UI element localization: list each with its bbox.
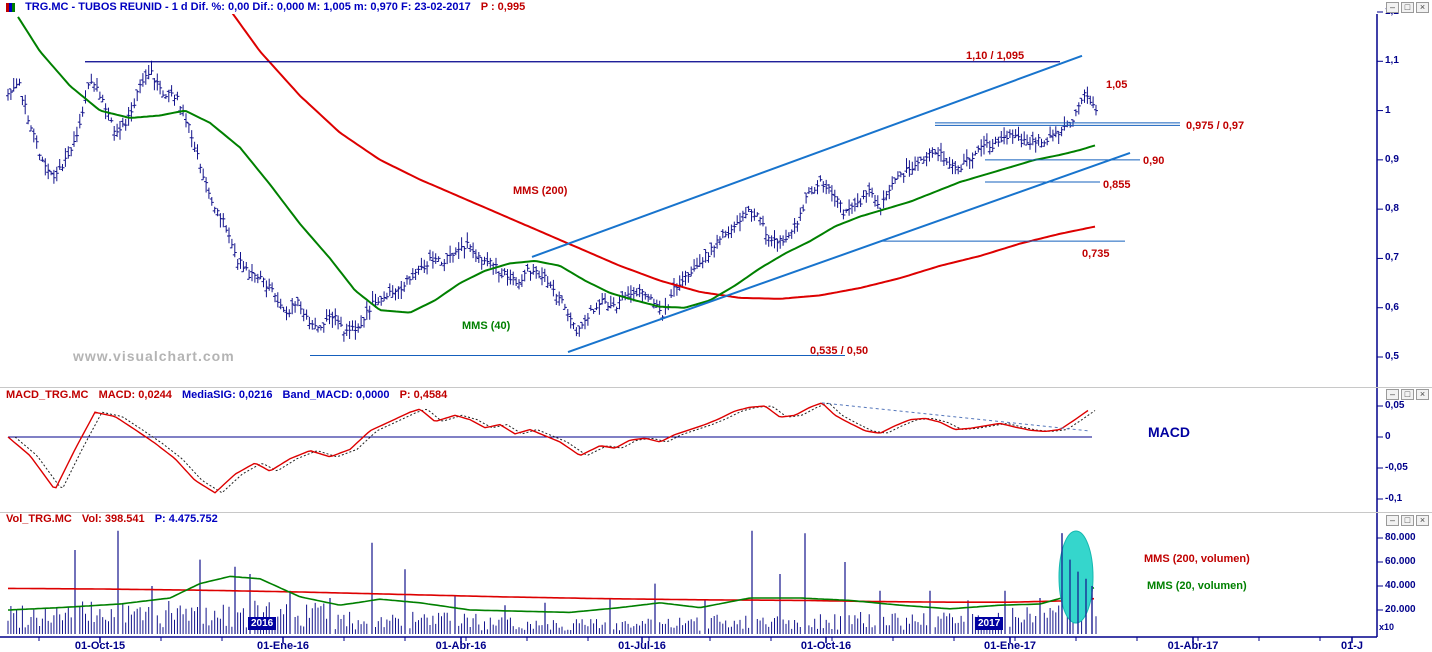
price-ytick-label: 0,9 bbox=[1385, 153, 1399, 165]
price-mms-200 bbox=[231, 14, 1096, 300]
macd-signal-line bbox=[14, 402, 1096, 494]
volume-scale-label: x10 bbox=[1379, 622, 1395, 632]
price-ytick-label: 1,1 bbox=[1385, 55, 1399, 67]
volume-ytick-label: 20.000 bbox=[1385, 604, 1416, 615]
volume-spike-bars bbox=[74, 530, 1093, 634]
trend-line-0 bbox=[531, 54, 1083, 258]
macd-panel-group bbox=[7, 402, 1096, 494]
volume-ytick-label: 80.000 bbox=[1385, 532, 1416, 543]
macd-panel-controls: – □ × bbox=[1386, 389, 1429, 400]
macd-ytick-label: -0,05 bbox=[1385, 462, 1408, 473]
price-ytick-label: 0,6 bbox=[1385, 301, 1399, 313]
chart-icon bbox=[6, 2, 15, 12]
year-badge: 2016 bbox=[248, 617, 277, 630]
maximize-button-macd[interactable]: □ bbox=[1401, 389, 1414, 400]
last-price-value: P : 0,995 bbox=[480, 1, 526, 13]
volume-highlight-ellipse bbox=[1058, 530, 1094, 624]
close-button-price[interactable]: × bbox=[1416, 2, 1429, 13]
close-button-macd[interactable]: × bbox=[1416, 389, 1429, 400]
volume-panel-group bbox=[7, 530, 1097, 634]
macd-indicator-name: MACD_TRG.MC bbox=[6, 389, 89, 401]
price-bars bbox=[6, 60, 1098, 342]
date-label: 01-J bbox=[1340, 640, 1364, 652]
macd-mediasig-value: MediaSIG: 0,0216 bbox=[181, 389, 273, 401]
volume-ytick-label: 60.000 bbox=[1385, 556, 1416, 567]
price-panel-controls: – □ × bbox=[1386, 2, 1429, 13]
close-button-volume[interactable]: × bbox=[1416, 515, 1429, 526]
trend-line-1 bbox=[567, 152, 1131, 354]
maximize-button-volume[interactable]: □ bbox=[1401, 515, 1414, 526]
minimize-button-price[interactable]: – bbox=[1386, 2, 1399, 13]
macd-line bbox=[7, 402, 1089, 494]
price-level-label-090: 0,90 bbox=[1143, 155, 1165, 167]
volume-mms-20-label: MMS (20, volumen) bbox=[1147, 580, 1247, 592]
minimize-button-macd[interactable]: – bbox=[1386, 389, 1399, 400]
volume-value: Vol: 398.541 bbox=[81, 513, 145, 525]
mms-40-label: MMS (40) bbox=[462, 320, 511, 332]
date-label: 01-Oct-15 bbox=[74, 640, 126, 652]
price-panel-group bbox=[6, 14, 1180, 357]
volume-header: Vol_TRG.MC Vol: 398.541 P: 4.475.752 bbox=[6, 513, 225, 525]
date-label: 01-Jul-16 bbox=[618, 640, 666, 652]
price-level-label-105: 1,05 bbox=[1106, 79, 1128, 91]
price-level-label-0535: 0,535 / 0,50 bbox=[810, 345, 869, 357]
price-ytick-label: 0,5 bbox=[1385, 350, 1399, 362]
title-bar: TRG.MC - TUBOS REUNID - 1 d Dif. %: 0,00… bbox=[6, 1, 532, 13]
price-level-label-1095: 1,10 / 1,095 bbox=[966, 50, 1025, 62]
volume-bars bbox=[7, 600, 1097, 634]
macd-ytick-label: 0 bbox=[1385, 431, 1391, 442]
volume-highlight-bars bbox=[1061, 533, 1093, 634]
price-level-label-0855: 0,855 bbox=[1103, 179, 1131, 191]
date-label: 01-Ene-17 bbox=[984, 640, 1036, 652]
volume-mms-20 bbox=[7, 575, 1095, 614]
macd-ytick-label: 0,05 bbox=[1385, 400, 1405, 411]
volume-ytick-label: 40.000 bbox=[1385, 580, 1416, 591]
date-label: 01-Oct-16 bbox=[800, 640, 852, 652]
volume-indicator-name: Vol_TRG.MC bbox=[6, 513, 72, 525]
volume-mms-200 bbox=[8, 587, 1095, 603]
mms-200-label: MMS (200) bbox=[513, 185, 568, 197]
minimize-button-volume[interactable]: – bbox=[1386, 515, 1399, 526]
macd-divergence-line bbox=[821, 402, 1089, 432]
macd-value: MACD: 0,0244 bbox=[98, 389, 172, 401]
watermark: www.visualchart.com bbox=[73, 348, 235, 364]
price-level-label-0735: 0,735 bbox=[1082, 248, 1110, 260]
price-level-label-0975: 0,975 / 0,97 bbox=[1186, 120, 1245, 132]
price-ytick-label: 0,7 bbox=[1385, 252, 1399, 264]
macd-header: MACD_TRG.MC MACD: 0,0244 MediaSIG: 0,021… bbox=[6, 389, 454, 401]
price-ytick-label: 0,8 bbox=[1385, 203, 1399, 215]
macd-ytick-label: -0,1 bbox=[1385, 493, 1403, 504]
date-label: 01-Abr-16 bbox=[435, 640, 487, 652]
date-label: 01-Abr-17 bbox=[1167, 640, 1219, 652]
maximize-button-price[interactable]: □ bbox=[1401, 2, 1414, 13]
date-label: 01-Ene-16 bbox=[257, 640, 309, 652]
macd-p-value: P: 0,4584 bbox=[399, 389, 448, 401]
price-mms-40 bbox=[17, 16, 1096, 314]
volume-mms-200-label: MMS (200, volumen) bbox=[1144, 553, 1250, 565]
macd-label: MACD bbox=[1148, 424, 1190, 440]
price-ytick-label: 1 bbox=[1385, 104, 1391, 116]
volume-p-value: P: 4.475.752 bbox=[154, 513, 218, 525]
year-badge: 2017 bbox=[975, 617, 1004, 630]
symbol-info: TRG.MC - TUBOS REUNID - 1 d Dif. %: 0,00… bbox=[25, 1, 471, 13]
macd-band-value: Band_MACD: 0,0000 bbox=[282, 389, 390, 401]
volume-panel-controls: – □ × bbox=[1386, 515, 1429, 526]
